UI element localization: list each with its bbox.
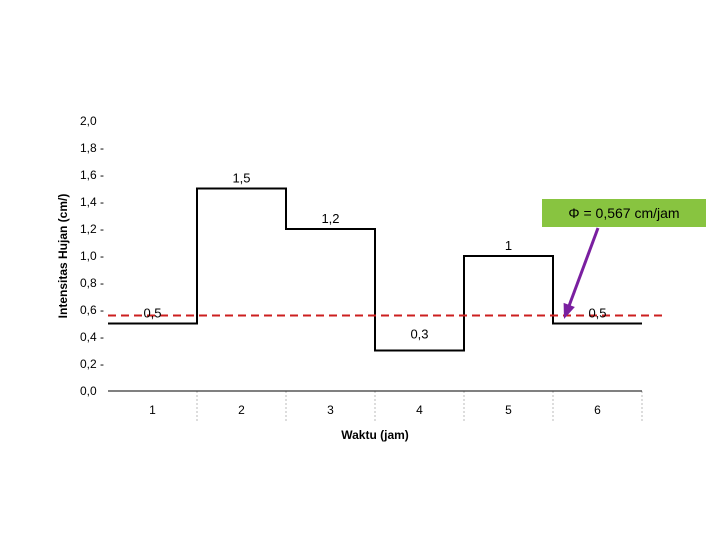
x-tick-label: 5 — [505, 403, 512, 417]
data-label: 1,2 — [321, 211, 339, 226]
data-label: 0,3 — [410, 327, 428, 342]
x-axis-title: Waktu (jam) — [341, 428, 409, 442]
y-tick-label: 0,6 - — [80, 303, 104, 317]
y-tick-label: 0,8 - — [80, 276, 104, 290]
y-tick-label: 0,4 - — [80, 330, 104, 344]
y-tick-label: 0,2 - — [80, 357, 104, 371]
y-tick-label: 0,0 — [80, 384, 97, 398]
data-label: 1,5 — [232, 171, 250, 186]
data-label: 0,5 — [588, 306, 606, 321]
y-tick-label: 1,6 - — [80, 168, 104, 182]
data-label: 0,5 — [143, 306, 161, 321]
y-tick-label: 1,0 - — [80, 249, 104, 263]
series-step-line — [108, 187, 642, 352]
phi-annotation-text: Φ = 0,567 cm/jam — [568, 205, 680, 221]
y-tick-label: 1,8 - — [80, 141, 104, 155]
data-label: 1 — [505, 238, 512, 253]
data-labels: 0,5 1,5 1,2 0,3 1 0,5 — [143, 171, 606, 342]
x-tick-label: 4 — [416, 403, 423, 417]
y-axis-title: Intensitas Hujan (cm/) — [56, 194, 70, 319]
annotation-arrow-head — [563, 302, 575, 319]
x-axis-dividers — [196, 391, 643, 422]
phi-annotation-box: Φ = 0,567 cm/jam — [542, 199, 706, 227]
x-tick-label: 2 — [238, 403, 245, 417]
y-tick-label: 1,2 - — [80, 222, 104, 236]
annotation-arrow — [567, 227, 600, 307]
x-tick-label: 3 — [327, 403, 334, 417]
x-axis-ticks: 1 2 3 4 5 6 — [149, 403, 601, 417]
y-tick-label: 1,4 - — [80, 195, 104, 209]
y-axis-ticks: 0,0 0,2 - 0,4 - 0,6 - 0,8 - 1,0 - 1,2 - 1,4 - 1,… — [80, 114, 104, 398]
x-tick-label: 1 — [149, 403, 156, 417]
x-tick-label: 6 — [594, 403, 601, 417]
y-tick-label: 2,0 — [80, 114, 97, 128]
